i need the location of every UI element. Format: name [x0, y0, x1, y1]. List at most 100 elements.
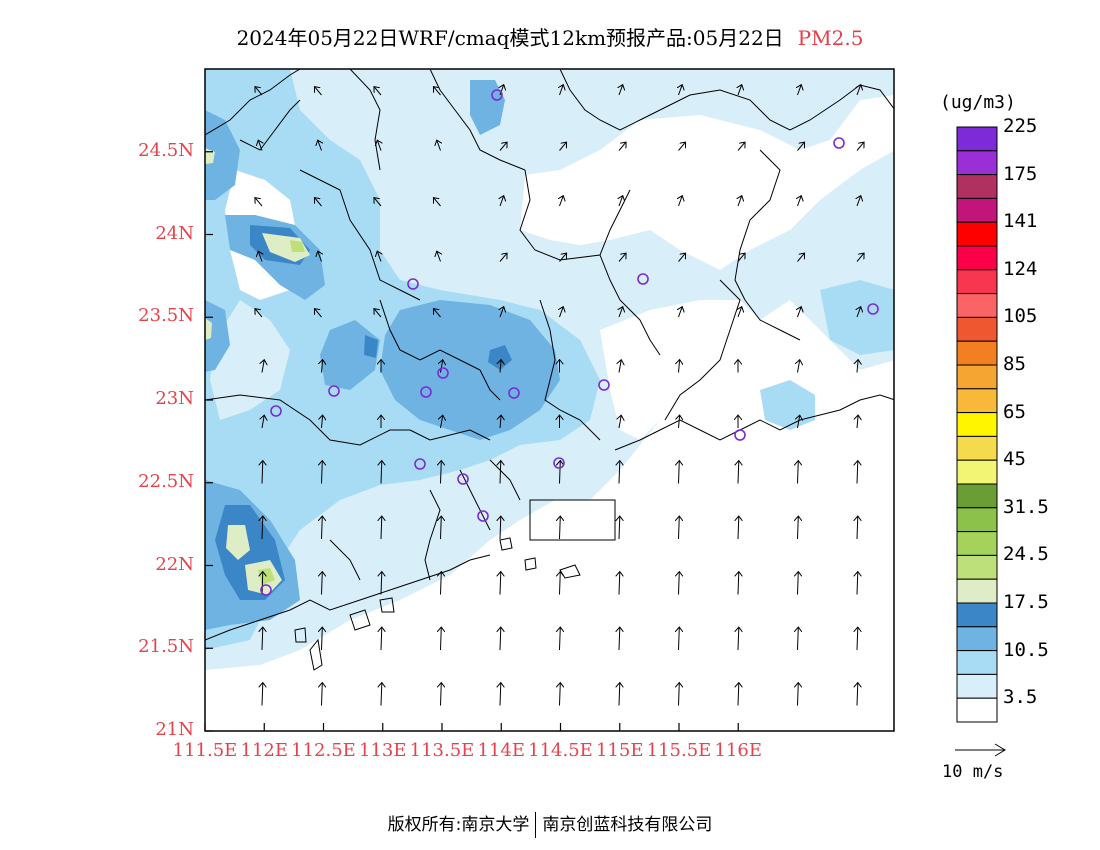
lat-label: 22N — [155, 553, 194, 575]
colorbar-label: 45 — [1003, 448, 1026, 471]
wind-arrow — [560, 684, 561, 706]
wind-arrow — [500, 628, 501, 651]
wind-arrow — [679, 416, 680, 429]
wind-arrow — [679, 517, 680, 540]
wind-arrow — [500, 197, 503, 207]
wind-arrow — [381, 462, 382, 484]
pm25-region-blue — [760, 380, 815, 430]
wind-arrow — [797, 143, 804, 151]
lon-label: 115.5E — [646, 740, 712, 761]
wind-arrow — [256, 87, 263, 96]
station-marker — [260, 584, 272, 596]
colorbar-swatch — [956, 435, 998, 461]
wind-arrow — [560, 573, 561, 595]
colorbar-swatch — [956, 697, 998, 723]
station-markers — [260, 89, 879, 596]
wind-arrow — [441, 684, 442, 706]
wind-arrow — [315, 309, 322, 318]
wind-arrow — [315, 87, 322, 96]
wind-arrow — [857, 462, 858, 484]
wind-arrow — [499, 254, 506, 262]
axis-ticks — [204, 151, 739, 732]
colorbar-label: 10.5 — [1003, 638, 1049, 661]
wind-arrow — [679, 628, 680, 651]
map-title: 2024年05月22日WRF/cmaq模式12km预报产品:05月22日 PM2.… — [0, 22, 1100, 51]
wind-arrow — [619, 308, 622, 318]
lat-label: 24.5N — [138, 139, 194, 161]
colorbar-label: 105 — [1003, 305, 1038, 328]
wind-arrow — [437, 252, 440, 262]
wind-arrow — [857, 517, 858, 540]
pm25-region-dark — [488, 345, 512, 370]
wind-arrow — [500, 573, 501, 595]
wind-arrow — [378, 252, 381, 262]
wind-reference-label: 10 m/s — [942, 762, 1004, 782]
wind-arrow — [560, 197, 563, 207]
wind-arrow — [322, 416, 323, 429]
wind-arrow — [738, 628, 739, 651]
wind-arrow — [560, 308, 563, 318]
wind-arrow — [434, 198, 441, 207]
wind-arrow — [315, 198, 322, 207]
lon-label: 112E — [240, 740, 289, 761]
colorbar-label: 24.5 — [1003, 543, 1049, 566]
wind-arrow — [318, 141, 321, 151]
station-marker — [477, 510, 489, 522]
wind-arrow — [441, 462, 442, 484]
colorbar-swatch — [956, 626, 998, 652]
colorbar-label: 17.5 — [1003, 591, 1049, 613]
colorbar-swatch — [956, 364, 998, 390]
wind-arrow — [500, 308, 503, 318]
wind-arrow — [375, 198, 382, 207]
colorbar-swatch — [956, 269, 998, 295]
wind-arrow — [500, 517, 501, 540]
wind-arrow — [618, 254, 625, 262]
colorbar-label: 225 — [1003, 115, 1038, 137]
wind-arrow — [500, 86, 503, 96]
wind-arrow — [798, 684, 799, 706]
wind-arrow — [441, 573, 442, 595]
station-marker — [734, 429, 746, 441]
station-marker — [833, 137, 845, 149]
colorbar-swatch — [956, 459, 998, 485]
wind-arrow — [738, 573, 739, 595]
wind-arrow — [619, 86, 622, 96]
wind-arrow — [318, 252, 321, 262]
wind-arrow — [738, 462, 739, 484]
wind-arrow — [856, 254, 863, 262]
wind-arrow — [679, 86, 682, 96]
lat-label: 21.5N — [138, 636, 194, 658]
wind-arrow — [434, 87, 441, 96]
colorbar-label: 141 — [1003, 210, 1038, 233]
pm25-region-blue — [205, 300, 230, 372]
wind-arrow — [619, 628, 620, 651]
wind-arrow — [798, 308, 801, 318]
wind-arrow — [434, 309, 441, 318]
wind-arrow — [500, 416, 501, 429]
wind-arrow — [798, 86, 801, 96]
wind-arrow — [262, 684, 263, 706]
lon-label: 111.5E — [172, 740, 238, 761]
wind-arrow — [857, 416, 858, 429]
lat-label: 23N — [155, 388, 194, 409]
station-marker — [867, 303, 879, 315]
wind-arrow — [678, 254, 685, 262]
wind-arrow — [798, 197, 801, 207]
wind-arrow — [738, 86, 741, 96]
wind-arrow — [679, 462, 680, 484]
station-marker — [457, 473, 469, 485]
wind-arrow — [256, 309, 263, 318]
colorbar-swatch — [956, 245, 998, 271]
wind-arrow — [322, 573, 323, 595]
wind-arrow — [560, 462, 561, 484]
station-marker — [491, 89, 503, 101]
colorbar-swatch — [956, 578, 998, 604]
pm25-region-green — [205, 318, 212, 340]
colorbar-swatch — [956, 483, 998, 509]
wind-arrow — [856, 143, 863, 151]
colorbar-swatch — [956, 507, 998, 533]
colorbar-units: (ug/m3) — [940, 92, 1016, 113]
pm25-region-green — [226, 525, 250, 560]
wind-arrow — [381, 573, 382, 595]
wind-arrow — [441, 416, 443, 429]
